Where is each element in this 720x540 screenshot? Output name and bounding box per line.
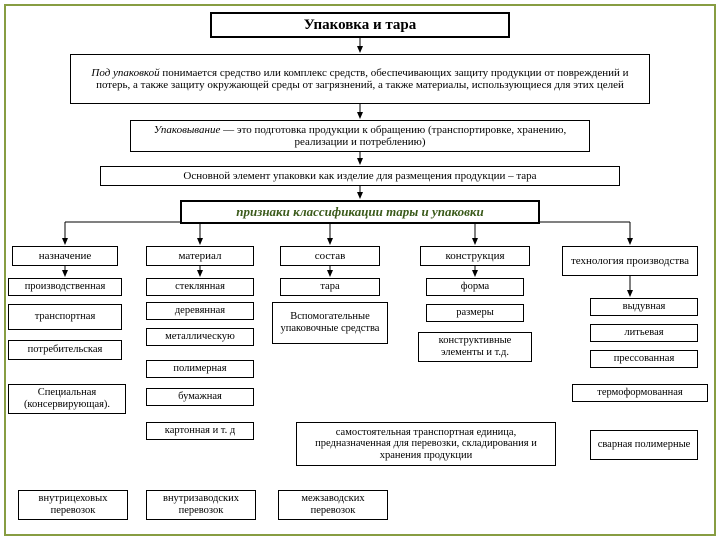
purpose-bottom-item: внутризаводских перевозок <box>146 490 256 520</box>
purpose-special: Специальная (консервирующая). <box>8 384 126 414</box>
classification-title: признаки классификации тары и упаковки <box>180 200 540 224</box>
construction-item: форма <box>426 278 524 296</box>
definition-upakovka: Под упаковкой понимается средство или ко… <box>70 54 650 104</box>
diagram-title: Упаковка и тара <box>210 12 510 38</box>
col-head-material: материал <box>146 246 254 266</box>
technology-item: сварная полимерные <box>590 430 698 460</box>
construction-item: конструктивные элементы и т.д. <box>418 332 532 362</box>
composition-item-aux: Вспомогательные упаковочные средства <box>272 302 388 344</box>
definition-upakovyvanie: Упаковывание — это подготовка продукции … <box>130 120 590 152</box>
def-text: понимается средство или комплекс средств… <box>96 67 629 91</box>
material-item: полимерная <box>146 360 254 378</box>
purpose-bottom-item: межзаводских перевозок <box>278 490 388 520</box>
composition-item-tara: тара <box>280 278 380 296</box>
col-head-construction: конструкция <box>420 246 530 266</box>
col-head-purpose: назначение <box>12 246 118 266</box>
composition-item-independent: самостоятельная транспортная единица, пр… <box>296 422 556 466</box>
definition-tara: Основной элемент упаковки как изделие дл… <box>100 166 620 186</box>
construction-item: размеры <box>426 304 524 322</box>
technology-item: выдувная <box>590 298 698 316</box>
technology-item: прессованная <box>590 350 698 368</box>
purpose-item: транспортная <box>8 304 122 330</box>
material-item: бумажная <box>146 388 254 406</box>
purpose-bottom-item: внутрицеховых перевозок <box>18 490 128 520</box>
material-item: картонная и т. д <box>146 422 254 440</box>
purpose-item: производственная <box>8 278 122 296</box>
technology-item: литьевая <box>590 324 698 342</box>
technology-item: термоформованная <box>572 384 708 402</box>
purpose-item: потребительская <box>8 340 122 360</box>
material-item: деревянная <box>146 302 254 320</box>
col-head-composition: состав <box>280 246 380 266</box>
col-head-technology: технология производства <box>562 246 698 276</box>
material-item: стеклянная <box>146 278 254 296</box>
material-item: металлическую <box>146 328 254 346</box>
